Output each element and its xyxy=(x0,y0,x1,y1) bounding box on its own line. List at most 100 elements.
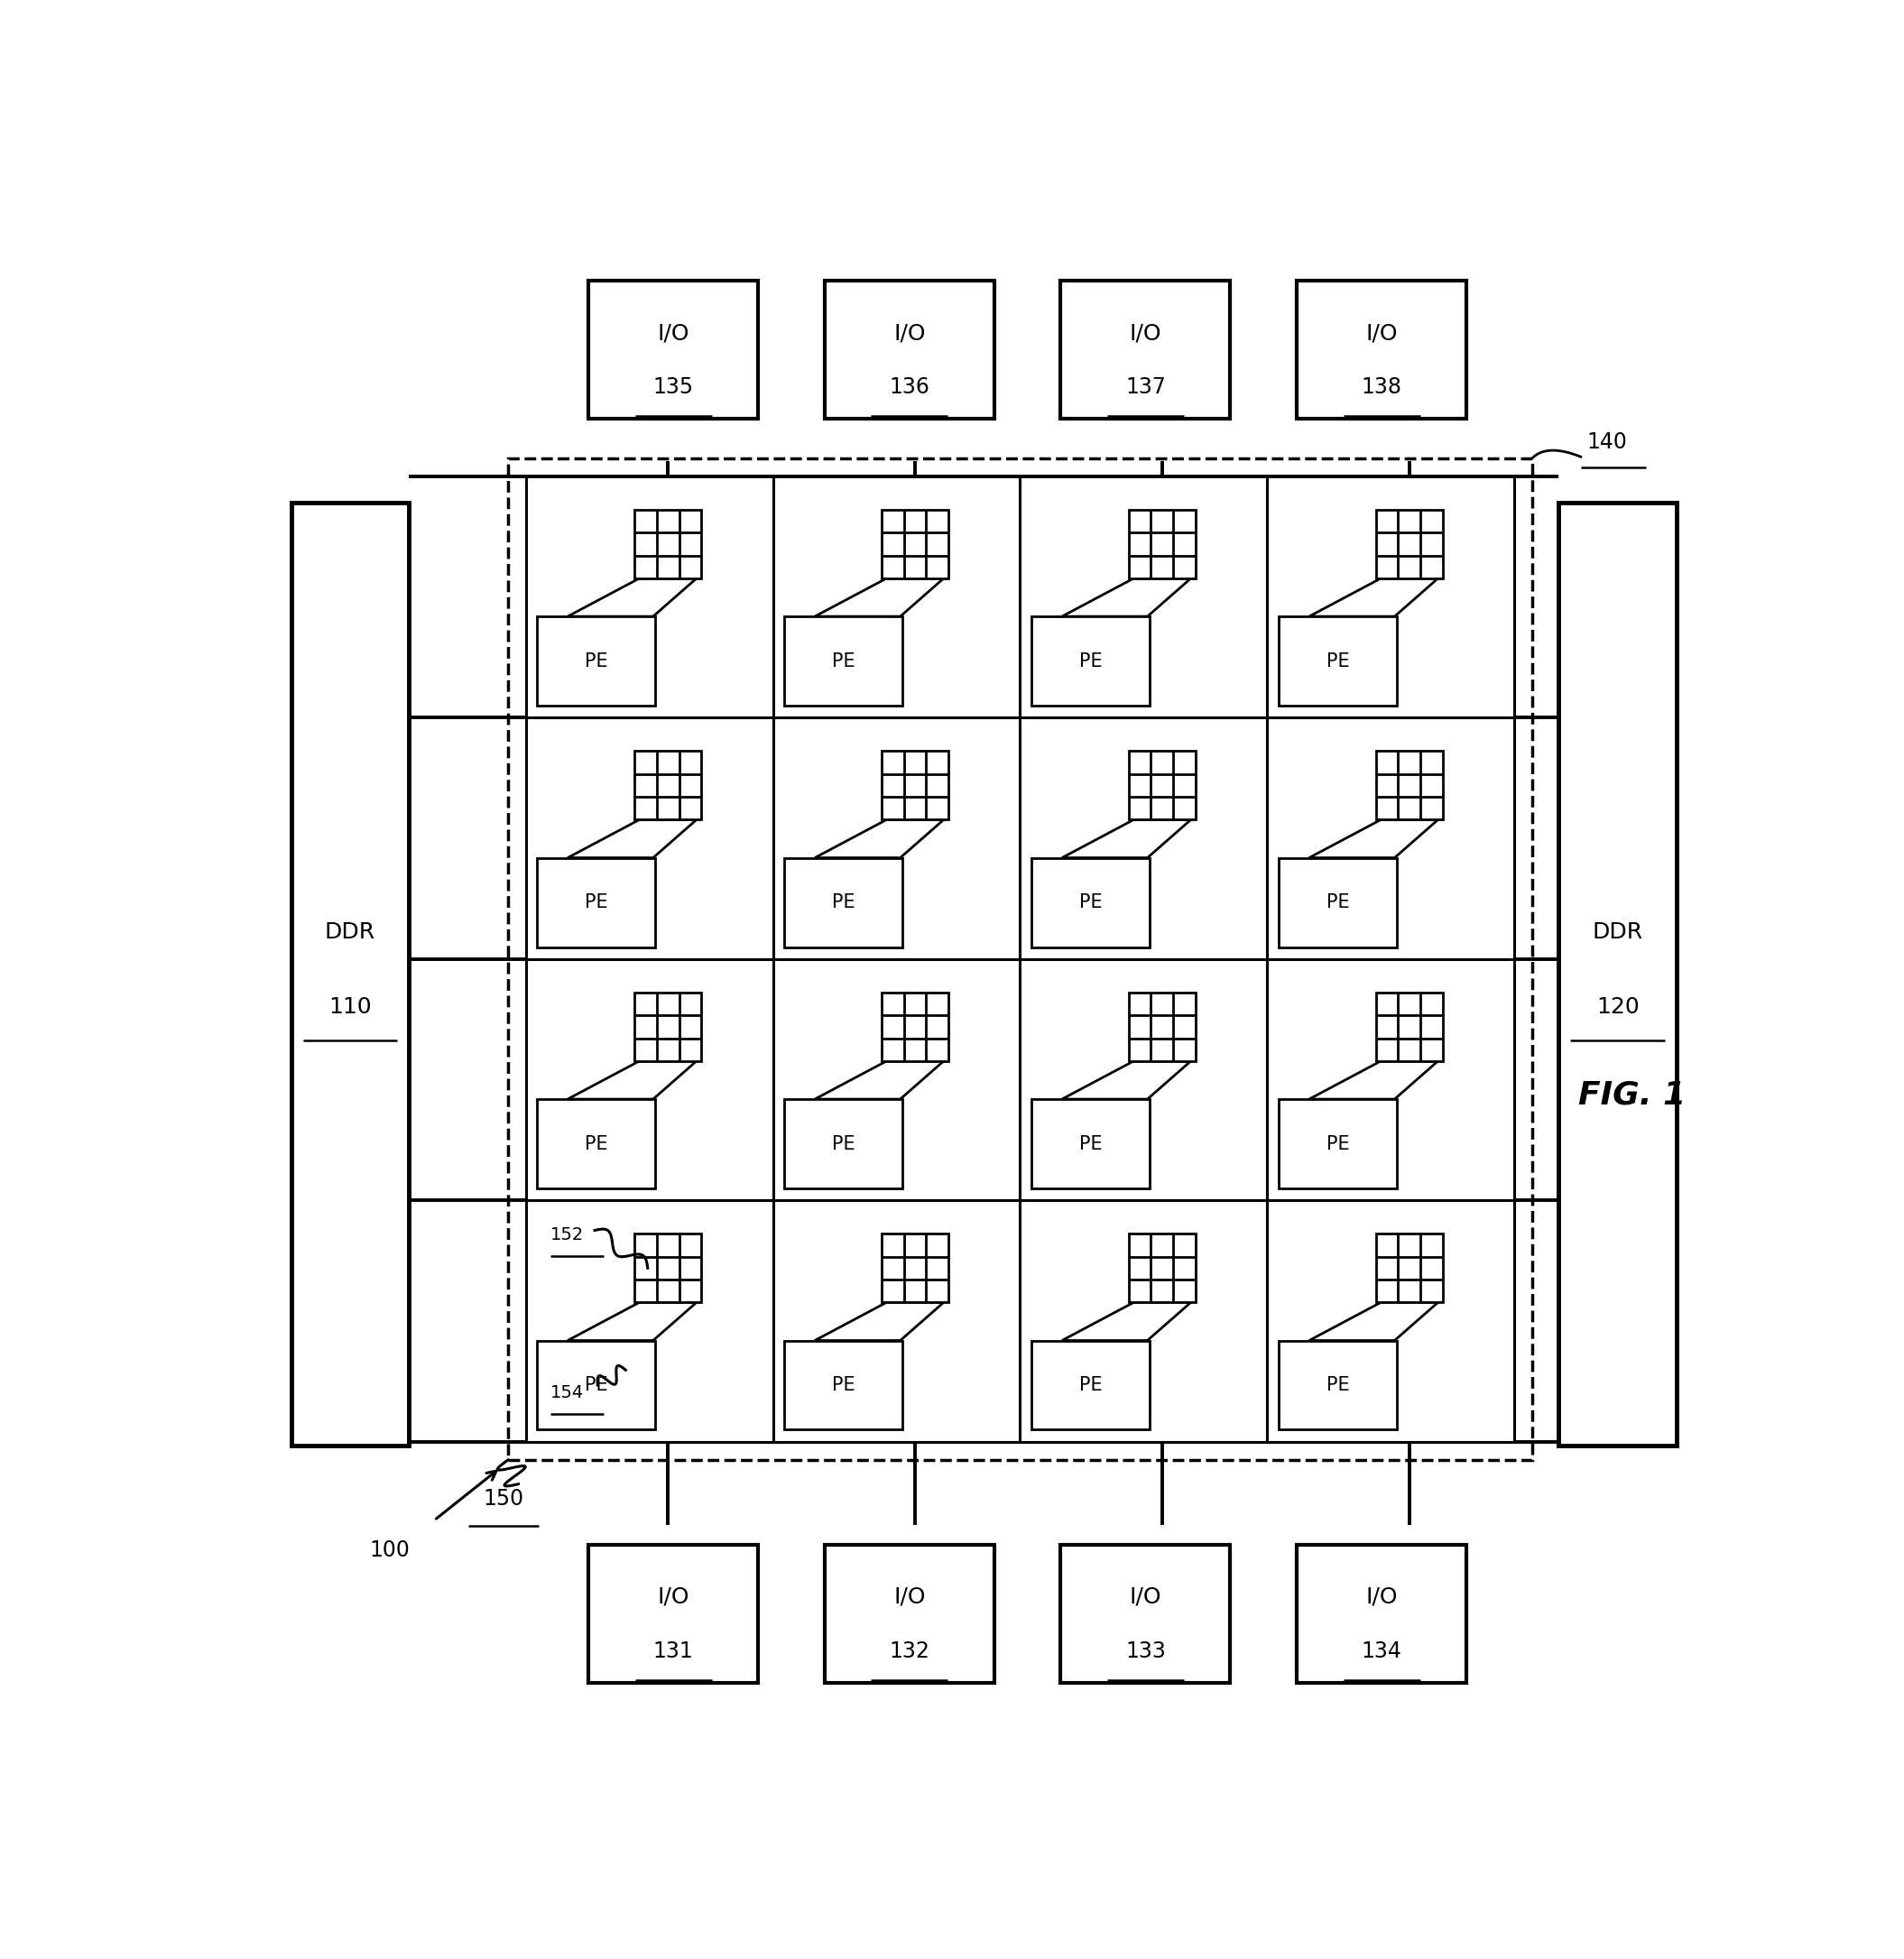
Text: I/O: I/O xyxy=(657,321,689,345)
Text: PE: PE xyxy=(1080,893,1102,911)
Text: PE: PE xyxy=(832,893,855,911)
Bar xyxy=(588,1544,758,1683)
Text: PE: PE xyxy=(1325,1134,1350,1152)
Text: 135: 135 xyxy=(653,376,693,398)
Text: DDR: DDR xyxy=(326,921,375,942)
Text: DDR: DDR xyxy=(1592,921,1643,942)
Polygon shape xyxy=(1062,1062,1190,1099)
Bar xyxy=(784,1340,902,1430)
Bar xyxy=(1377,750,1443,819)
Bar xyxy=(537,1099,655,1189)
Bar xyxy=(1032,1340,1150,1430)
Bar xyxy=(634,509,701,578)
Polygon shape xyxy=(567,1062,697,1099)
Polygon shape xyxy=(1062,578,1190,617)
Polygon shape xyxy=(567,1303,697,1340)
Text: 154: 154 xyxy=(550,1385,585,1401)
Bar xyxy=(1559,503,1677,1446)
Text: 137: 137 xyxy=(1125,376,1165,398)
Bar xyxy=(1129,509,1196,578)
Text: 150: 150 xyxy=(484,1489,524,1510)
Text: I/O: I/O xyxy=(1129,321,1161,345)
Bar xyxy=(1377,509,1443,578)
Text: PE: PE xyxy=(585,893,607,911)
Bar xyxy=(1268,476,1514,717)
Polygon shape xyxy=(1062,819,1190,858)
Text: I/O: I/O xyxy=(893,1587,925,1608)
Bar xyxy=(1021,1201,1268,1442)
Polygon shape xyxy=(567,819,697,858)
Bar xyxy=(526,960,773,1201)
Text: PE: PE xyxy=(1325,652,1350,670)
Bar xyxy=(1278,858,1398,946)
Bar xyxy=(882,1234,948,1303)
Text: 120: 120 xyxy=(1596,997,1639,1019)
Bar xyxy=(508,458,1533,1459)
Bar xyxy=(1268,960,1514,1201)
Text: 136: 136 xyxy=(889,376,929,398)
Text: 134: 134 xyxy=(1361,1640,1401,1661)
Text: 152: 152 xyxy=(550,1226,585,1244)
Polygon shape xyxy=(815,578,944,617)
Bar xyxy=(773,717,1021,960)
Bar xyxy=(291,503,409,1446)
Text: I/O: I/O xyxy=(657,1587,689,1608)
Polygon shape xyxy=(815,819,944,858)
Bar xyxy=(1032,1099,1150,1189)
Bar xyxy=(784,617,902,705)
Text: 138: 138 xyxy=(1361,376,1401,398)
Bar xyxy=(1061,280,1230,419)
Text: 110: 110 xyxy=(329,997,371,1019)
Polygon shape xyxy=(1310,578,1438,617)
Text: PE: PE xyxy=(832,652,855,670)
Text: PE: PE xyxy=(585,1375,607,1395)
Bar xyxy=(1021,476,1268,717)
Text: PE: PE xyxy=(585,652,607,670)
Bar xyxy=(634,993,701,1062)
Bar xyxy=(824,280,994,419)
Polygon shape xyxy=(1310,1062,1438,1099)
Polygon shape xyxy=(1310,819,1438,858)
Bar xyxy=(1297,280,1466,419)
Bar xyxy=(773,476,1021,717)
Polygon shape xyxy=(1062,1303,1190,1340)
Bar xyxy=(537,858,655,946)
Bar xyxy=(634,750,701,819)
Bar xyxy=(1268,717,1514,960)
Bar xyxy=(1278,1340,1398,1430)
Bar xyxy=(1129,993,1196,1062)
Bar xyxy=(1129,750,1196,819)
Bar xyxy=(526,476,773,717)
Text: PE: PE xyxy=(832,1375,855,1395)
Bar xyxy=(824,1544,994,1683)
Text: I/O: I/O xyxy=(1365,321,1398,345)
Bar xyxy=(1032,858,1150,946)
Text: PE: PE xyxy=(1325,893,1350,911)
Text: FIG. 1: FIG. 1 xyxy=(1578,1079,1687,1111)
Bar xyxy=(1268,1201,1514,1442)
Polygon shape xyxy=(815,1062,944,1099)
Bar xyxy=(773,960,1021,1201)
Bar xyxy=(1032,617,1150,705)
Bar xyxy=(882,509,948,578)
Bar xyxy=(1021,717,1268,960)
Text: PE: PE xyxy=(1080,1375,1102,1395)
Bar xyxy=(634,1234,701,1303)
Bar xyxy=(537,617,655,705)
Text: 132: 132 xyxy=(889,1640,929,1661)
Bar xyxy=(1061,1544,1230,1683)
Text: PE: PE xyxy=(1325,1375,1350,1395)
Bar xyxy=(588,280,758,419)
Bar xyxy=(1129,1234,1196,1303)
Text: 133: 133 xyxy=(1125,1640,1165,1661)
Bar xyxy=(784,1099,902,1189)
Bar xyxy=(526,1201,773,1442)
Bar xyxy=(882,750,948,819)
Bar xyxy=(537,1340,655,1430)
Polygon shape xyxy=(815,1303,944,1340)
Text: 100: 100 xyxy=(369,1540,409,1561)
Bar xyxy=(1377,993,1443,1062)
Text: PE: PE xyxy=(585,1134,607,1152)
Text: PE: PE xyxy=(1080,652,1102,670)
Bar xyxy=(773,1201,1021,1442)
